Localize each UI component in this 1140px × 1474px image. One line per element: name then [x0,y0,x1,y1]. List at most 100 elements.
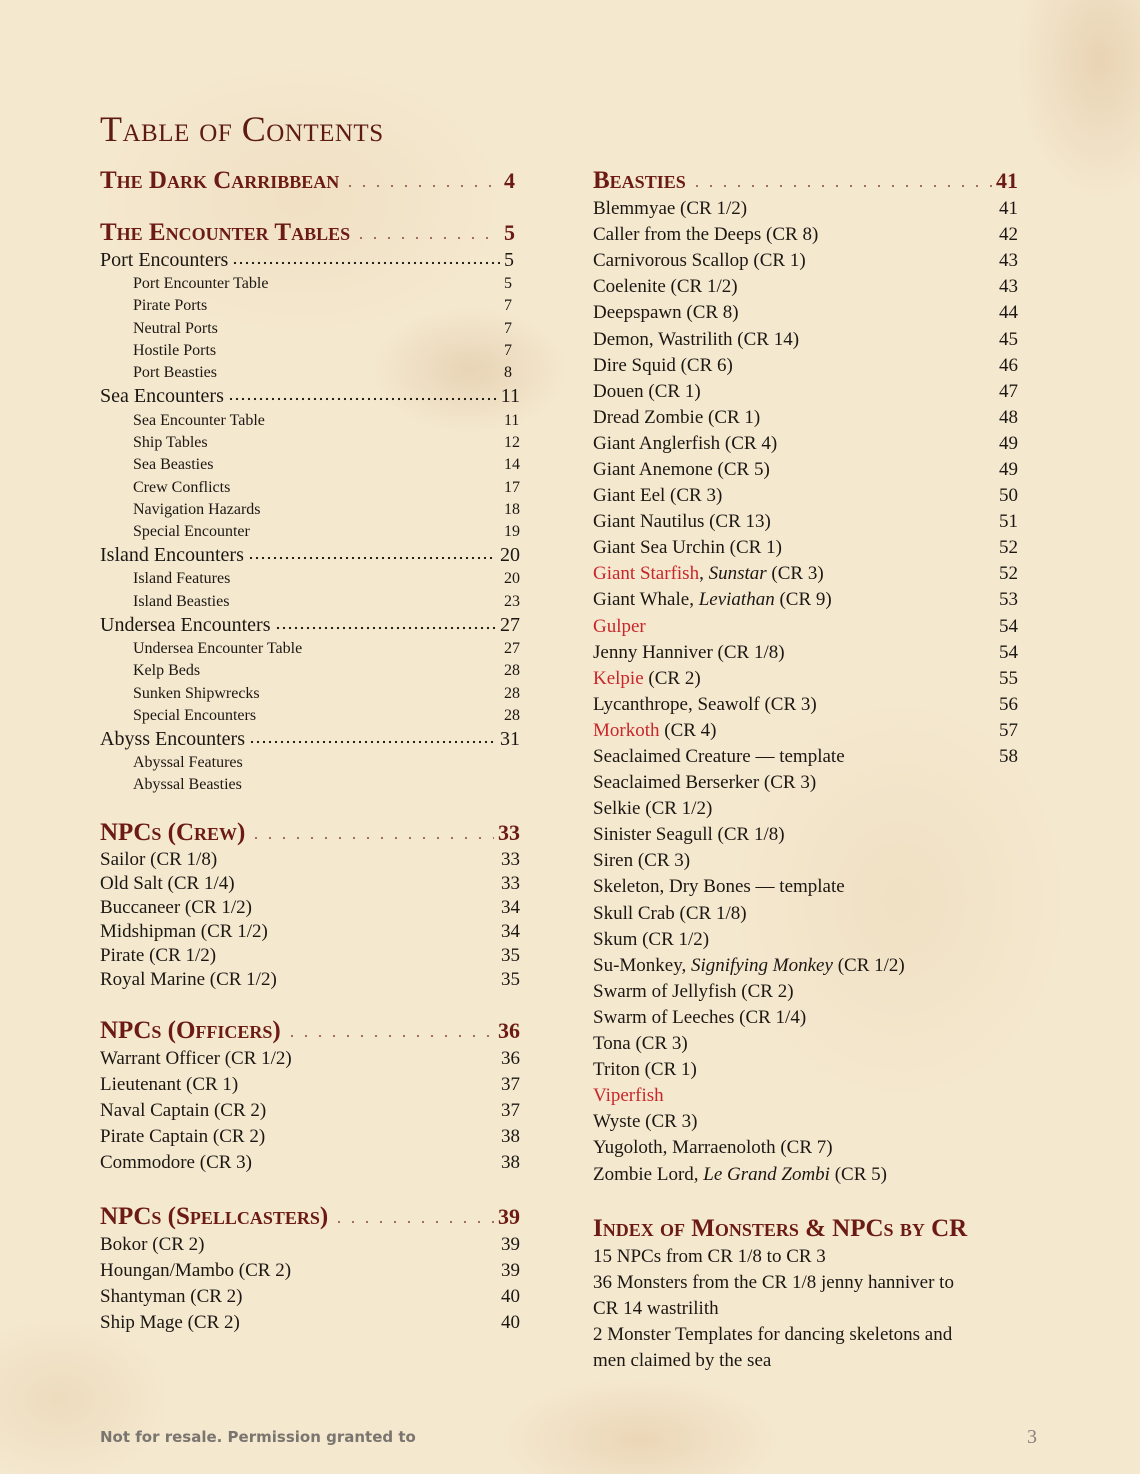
toc-subsection-entry[interactable]: Crew Conflicts 17 [100,476,520,498]
toc-subsection-entry[interactable]: Sunken Shipwrecks 28 [100,682,520,704]
toc-entry[interactable]: Swarm of Jellyfish (CR 2) [593,979,1018,1005]
toc-subsection-entry[interactable]: Abyssal Beasties [100,774,520,796]
toc-entry[interactable]: men claimed by the sea [593,1348,1018,1374]
toc-heading[interactable]: Beasties 41 [593,166,1018,196]
toc-entry[interactable]: Midshipman (CR 1/2) 34 [100,920,520,944]
toc-subsection-entry[interactable]: Sea Encounter Table 11 [100,409,520,431]
toc-subsection-entry[interactable]: Abyssal Features [100,752,520,774]
toc-entry[interactable]: Skull Crab (CR 1/8) [593,901,1018,927]
toc-entry[interactable]: Coelenite (CR 1/2) 43 [593,274,1018,300]
toc-section-entry[interactable]: Abyss Encounters 31 [100,727,520,752]
toc-entry[interactable]: Selkie (CR 1/2) [593,796,1018,822]
toc-entry[interactable]: Dire Squid (CR 6) 46 [593,353,1018,379]
toc-entry[interactable]: Swarm of Leeches (CR 1/4) [593,1005,1018,1031]
toc-entry[interactable]: CR 14 wastrilith [593,1296,1018,1322]
toc-entry[interactable]: Seaclaimed Creature — template 58 [593,744,1018,770]
toc-entry[interactable]: Kelpie (CR 2) 55 [593,666,1018,692]
toc-entry[interactable]: Warrant Officer (CR 1/2) 36 [100,1046,520,1072]
toc-entry[interactable]: Su-Monkey, Signifying Monkey (CR 1/2) [593,953,1018,979]
toc-entry[interactable]: Skum (CR 1/2) [593,927,1018,953]
toc-entry[interactable]: Caller from the Deeps (CR 8) 42 [593,222,1018,248]
toc-entry[interactable]: Giant Nautilus (CR 13) 51 [593,509,1018,535]
toc-entry[interactable]: Wyste (CR 3) [593,1109,1018,1135]
toc-subsection-entry[interactable]: Undersea Encounter Table 27 [100,638,520,660]
toc-entry[interactable]: Pirate Captain (CR 2) 38 [100,1124,520,1150]
toc-subsection-entry[interactable]: Special Encounters 28 [100,705,520,727]
toc-heading[interactable]: NPCs (Officers) 36 [100,1016,520,1046]
toc-entry[interactable]: 2 Monster Templates for dancing skeleton… [593,1322,1018,1348]
toc-entry[interactable]: Houngan/Mambo (CR 2) 39 [100,1258,520,1284]
toc-entry[interactable]: Naval Captain (CR 2) 37 [100,1098,520,1124]
toc-subsection-entry[interactable]: Navigation Hazards 18 [100,499,520,521]
toc-subsection-entry[interactable]: Kelp Beds 28 [100,660,520,682]
toc-entry[interactable]: Blemmyae (CR 1/2) 41 [593,196,1018,222]
entry-link[interactable]: Morkoth [593,719,660,741]
entry-link[interactable]: Viperfish [593,1085,664,1107]
toc-section-entry[interactable]: Port Encounters 5 [100,248,520,273]
toc-entry[interactable]: Siren (CR 3) [593,848,1018,874]
toc-subsection-entry[interactable]: Island Features 20 [100,568,520,590]
toc-entry[interactable]: Viperfish [593,1083,1018,1109]
toc-section-entry[interactable]: Island Encounters 20 [100,543,520,568]
toc-entry[interactable]: Shantyman (CR 2) 40 [100,1284,520,1310]
toc-heading[interactable]: NPCs (Spellcasters) 39 [100,1202,520,1232]
toc-subsection-entry[interactable]: Port Beasties 8 [100,362,520,384]
toc-entry[interactable]: Carnivorous Scallop (CR 1) 43 [593,248,1018,274]
toc-subsection-entry[interactable]: Ship Tables 12 [100,432,520,454]
toc-heading[interactable]: The Dark Carribbean 4 [100,166,520,196]
toc-entry[interactable]: Douen (CR 1) 47 [593,379,1018,405]
toc-entry[interactable]: Lycanthrope, Seawolf (CR 3) 56 [593,692,1018,718]
entry-link[interactable]: Kelpie [593,667,644,689]
toc-entry[interactable]: Giant Eel (CR 3) 50 [593,483,1018,509]
toc-subsection-entry[interactable]: Pirate Ports 7 [100,295,520,317]
toc-subsection-entry[interactable]: Port Encounter Table 5 [100,273,520,295]
toc-entry[interactable]: Deepspawn (CR 8) 44 [593,300,1018,326]
toc-heading[interactable]: Index of Monsters & NPCs by CR [593,1214,1018,1244]
entry-link[interactable]: Gulper [593,615,646,637]
toc-entry[interactable]: Giant Sea Urchin (CR 1) 52 [593,535,1018,561]
toc-subsection-entry[interactable]: Hostile Ports 7 [100,340,520,362]
toc-entry[interactable]: Ship Mage (CR 2) 40 [100,1310,520,1336]
toc-entry[interactable]: Triton (CR 1) [593,1057,1018,1083]
toc-section-entry[interactable]: Undersea Encounters 27 [100,613,520,638]
toc-heading[interactable]: The Encounter Tables 5 [100,218,520,248]
toc-entry[interactable]: 15 NPCs from CR 1/8 to CR 3 [593,1244,1018,1270]
entry-label-part: (CR 9) [774,589,832,611]
toc-entry[interactable]: Old Salt (CR 1/4) 33 [100,872,520,896]
entry-label: Skeleton, Dry Bones — template [593,876,845,898]
page-number: 56 [999,693,1018,715]
toc-entry[interactable]: Giant Anemone (CR 5) 49 [593,457,1018,483]
toc-entry[interactable]: Morkoth (CR 4) 57 [593,718,1018,744]
entry-link[interactable]: Giant Starfish [593,563,700,585]
toc-entry[interactable]: Gulper 54 [593,614,1018,640]
toc-entry[interactable]: Seaclaimed Berserker (CR 3) [593,770,1018,796]
page-number: 12 [504,433,520,451]
toc-entry[interactable]: Pirate (CR 1/2) 35 [100,944,520,968]
toc-entry[interactable]: Sinister Seagull (CR 1/8) [593,822,1018,848]
toc-subsection-entry[interactable]: Sea Beasties 14 [100,454,520,476]
toc-entry[interactable]: Giant Anglerfish (CR 4) 49 [593,431,1018,457]
toc-entry[interactable]: Buccaneer (CR 1/2) 34 [100,896,520,920]
page-number: 34 [501,920,520,942]
toc-entry[interactable]: Sailor (CR 1/8) 33 [100,848,520,872]
toc-entry[interactable]: Bokor (CR 2) 39 [100,1232,520,1258]
toc-entry[interactable]: Lieutenant (CR 1) 37 [100,1072,520,1098]
toc-section-entry[interactable]: Sea Encounters 11 [100,384,520,409]
toc-entry[interactable]: Tona (CR 3) [593,1031,1018,1057]
entry-label: NPCs (Crew) [100,818,246,846]
toc-entry[interactable]: Jenny Hanniver (CR 1/8) 54 [593,640,1018,666]
toc-entry[interactable]: Zombie Lord, Le Grand Zombi (CR 5) [593,1161,1018,1187]
toc-subsection-entry[interactable]: Neutral Ports 7 [100,318,520,340]
toc-entry[interactable]: Giant Starfish, Sunstar (CR 3) 52 [593,561,1018,587]
toc-subsection-entry[interactable]: Island Beasties 23 [100,591,520,613]
toc-entry[interactable]: Demon, Wastrilith (CR 14) 45 [593,326,1018,352]
toc-heading[interactable]: NPCs (Crew) 33 [100,818,520,848]
toc-entry[interactable]: Commodore (CR 3) 38 [100,1150,520,1176]
toc-entry[interactable]: Dread Zombie (CR 1) 48 [593,405,1018,431]
toc-entry[interactable]: Yugoloth, Marraenoloth (CR 7) [593,1135,1018,1161]
toc-subsection-entry[interactable]: Special Encounter 19 [100,521,520,543]
toc-entry[interactable]: Skeleton, Dry Bones — template [593,874,1018,900]
toc-entry[interactable]: Royal Marine (CR 1/2) 35 [100,968,520,992]
toc-entry[interactable]: Giant Whale, Leviathan (CR 9) 53 [593,587,1018,613]
toc-entry[interactable]: 36 Monsters from the CR 1/8 jenny hanniv… [593,1270,1018,1296]
